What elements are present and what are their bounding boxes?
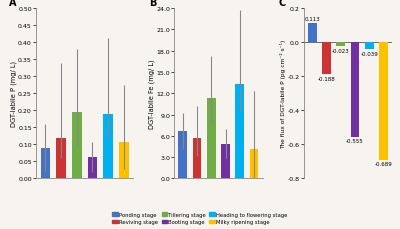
Y-axis label: The flux of DGT-labile P (pg cm⁻² s⁻¹): The flux of DGT-labile P (pg cm⁻² s⁻¹)	[280, 39, 286, 148]
Bar	[178, 131, 187, 179]
Bar	[250, 150, 258, 179]
Bar	[322, 43, 331, 75]
Text: -0.039: -0.039	[360, 51, 378, 56]
Y-axis label: DGT-labile P (mg/ L): DGT-labile P (mg/ L)	[10, 61, 17, 127]
Text: -0.188: -0.188	[318, 77, 335, 82]
Bar	[336, 43, 345, 47]
Bar	[365, 43, 374, 50]
Bar	[193, 138, 202, 179]
Bar	[235, 85, 244, 179]
Legend: Ponding stage, Reviving stage, Tillering stage, Booting stage, Heading to flower: Ponding stage, Reviving stage, Tillering…	[110, 210, 290, 226]
Text: -0.023: -0.023	[332, 49, 350, 54]
Bar	[103, 115, 113, 179]
Bar	[221, 144, 230, 179]
Bar	[56, 138, 66, 179]
Bar	[308, 24, 317, 43]
Text: A: A	[9, 0, 16, 8]
Text: -0.689: -0.689	[374, 161, 392, 166]
Text: 0.113: 0.113	[304, 17, 320, 22]
Bar	[88, 157, 97, 179]
Bar	[350, 43, 359, 137]
Text: -0.555: -0.555	[346, 139, 364, 144]
Bar	[72, 112, 82, 179]
Bar	[40, 148, 50, 179]
Bar	[379, 43, 388, 160]
Bar	[119, 142, 129, 179]
Text: C: C	[279, 0, 286, 8]
Y-axis label: DGT-labile Fe (mg/ L): DGT-labile Fe (mg/ L)	[148, 59, 155, 128]
Text: B: B	[150, 0, 157, 8]
Bar	[207, 99, 216, 179]
